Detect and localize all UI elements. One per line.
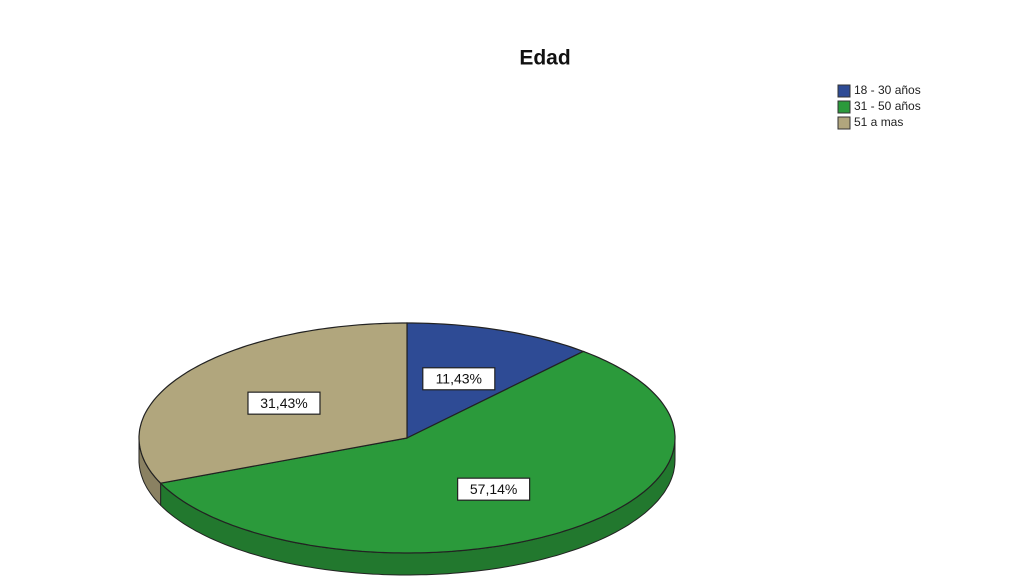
data-label-box bbox=[457, 477, 531, 501]
data-label-box bbox=[422, 367, 496, 391]
legend-swatch bbox=[837, 100, 851, 114]
data-label: 31,43% bbox=[247, 391, 321, 415]
data-label-text: 31,43% bbox=[260, 395, 307, 411]
legend-swatch bbox=[837, 116, 851, 130]
data-label-box bbox=[247, 391, 321, 415]
data-label: 11,43% bbox=[422, 367, 496, 391]
legend-label: 51 a mas bbox=[854, 115, 903, 129]
chart-title: Edad bbox=[519, 47, 570, 70]
legend-label: 18 - 30 años bbox=[854, 83, 921, 97]
legend-swatch bbox=[837, 84, 851, 98]
data-label-text: 57,14% bbox=[470, 481, 517, 497]
slice bbox=[159, 350, 676, 554]
legend-label: 31 - 50 años bbox=[854, 99, 921, 113]
data-label-text: 11,43% bbox=[436, 370, 482, 386]
data-label: 57,14% bbox=[457, 477, 531, 501]
